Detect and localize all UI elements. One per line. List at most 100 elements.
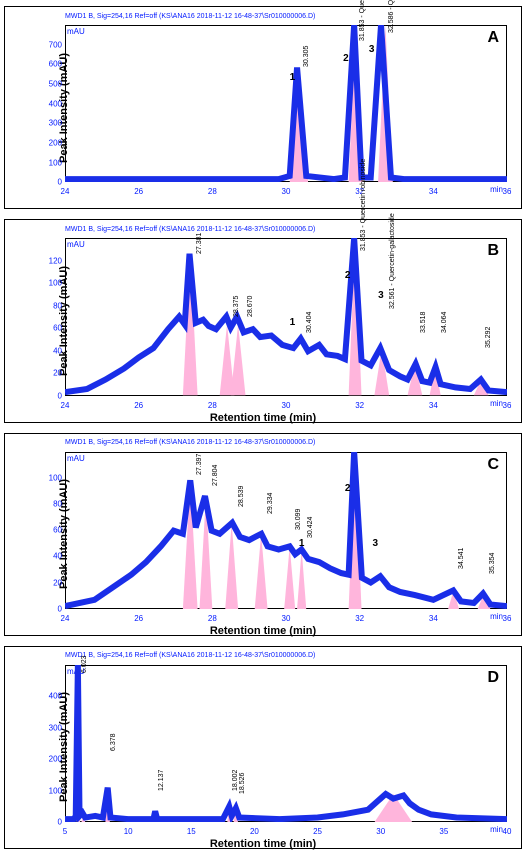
y-tick: 80 xyxy=(53,301,62,310)
x-axis-label: Retention time (min) xyxy=(210,625,316,637)
panel-title: MWD1 B, Sig=254,16 Ref=off (KS\ANA16 201… xyxy=(65,439,315,446)
rt-label: 30.099 xyxy=(295,509,302,530)
y-tick: 600 xyxy=(49,60,62,69)
x-tick: 26 xyxy=(134,401,143,410)
rt-label: 31.853 - Quercetin robinoside xyxy=(360,159,367,251)
x-tick: 24 xyxy=(61,614,70,623)
rt-label: 30.424 xyxy=(307,517,314,538)
peak-id-label: 1 xyxy=(290,72,296,83)
y-tick: 0 xyxy=(58,391,62,400)
rt-label: 30.404 xyxy=(306,311,313,332)
plot-area: 2426283032343602040608010012327.39727.80… xyxy=(65,452,507,609)
x-tick: 30 xyxy=(282,401,291,410)
rt-label: 28.539 xyxy=(238,485,245,506)
panel-D: MWD1 B, Sig=254,16 Ref=off (KS\ANA16 201… xyxy=(4,646,522,849)
x-axis-unit: min xyxy=(490,612,503,621)
y-tick: 120 xyxy=(49,256,62,265)
y-tick: 200 xyxy=(49,138,62,147)
y-tick: 400 xyxy=(49,692,62,701)
peak-id-label: 3 xyxy=(378,290,384,301)
x-tick: 30 xyxy=(282,187,291,196)
rt-label: 34.064 xyxy=(441,311,448,332)
rt-label: 27.381 xyxy=(196,233,203,254)
rt-label: 35.354 xyxy=(489,553,496,574)
x-tick: 5 xyxy=(63,827,67,836)
y-tick: 60 xyxy=(53,324,62,333)
y-tick: 500 xyxy=(49,79,62,88)
rt-label: 32.586 - Quercetin-galactoside xyxy=(388,0,395,33)
x-tick: 34 xyxy=(429,401,438,410)
y-tick: 0 xyxy=(58,604,62,613)
x-tick: 28 xyxy=(208,187,217,196)
rt-label: 27.397 xyxy=(196,454,203,475)
x-tick: 25 xyxy=(313,827,322,836)
y-tick: 20 xyxy=(53,369,62,378)
rt-label: 6.023 xyxy=(81,655,88,673)
y-tick: 40 xyxy=(53,552,62,561)
rt-label: 6.378 xyxy=(110,734,117,752)
peak-id-label: 1 xyxy=(299,538,305,549)
x-tick: 26 xyxy=(134,614,143,623)
plot-area: 2426283032343601002003004005006007001233… xyxy=(65,25,507,182)
rt-label: 31.853 - Quercetin robinoside xyxy=(359,0,366,41)
panel-A: MWD1 B, Sig=254,16 Ref=off (KS\ANA16 201… xyxy=(4,6,522,209)
rt-label: 27.804 xyxy=(212,465,219,486)
plot-area: 51015202530354001002003004006.0236.37812… xyxy=(65,665,507,822)
peak-id-label: 2 xyxy=(343,53,349,64)
rt-label: 32.561 - Quercetin-galactoside xyxy=(389,213,396,309)
rt-label: 12.137 xyxy=(158,769,165,790)
rt-label: 29.334 xyxy=(267,493,274,514)
y-tick: 100 xyxy=(49,279,62,288)
panel-title: MWD1 B, Sig=254,16 Ref=off (KS\ANA16 201… xyxy=(65,226,315,233)
y-tick: 700 xyxy=(49,40,62,49)
peak-id-label: 2 xyxy=(345,270,351,281)
y-tick: 0 xyxy=(58,818,62,827)
x-tick: 40 xyxy=(503,827,512,836)
x-tick: 32 xyxy=(355,614,364,623)
rt-label: 34.541 xyxy=(458,548,465,569)
x-axis-unit: min xyxy=(490,825,503,834)
x-tick: 24 xyxy=(61,401,70,410)
y-tick: 400 xyxy=(49,99,62,108)
panel-B: MWD1 B, Sig=254,16 Ref=off (KS\ANA16 201… xyxy=(4,219,522,422)
x-tick: 36 xyxy=(503,614,512,623)
y-tick: 200 xyxy=(49,755,62,764)
peak-id-label: 1 xyxy=(290,317,296,328)
x-tick: 24 xyxy=(61,187,70,196)
peak-id-label: 3 xyxy=(373,538,379,549)
x-axis-unit: min xyxy=(490,399,503,408)
axes-svg xyxy=(65,665,507,822)
x-tick: 34 xyxy=(429,614,438,623)
x-tick: 35 xyxy=(439,827,448,836)
x-tick: 28 xyxy=(208,401,217,410)
x-tick: 30 xyxy=(282,614,291,623)
x-tick: 32 xyxy=(355,401,364,410)
axes-svg xyxy=(65,452,507,609)
y-tick: 100 xyxy=(49,786,62,795)
rt-label: 28.375 xyxy=(233,295,240,316)
panel-title: MWD1 B, Sig=254,16 Ref=off (KS\ANA16 201… xyxy=(65,652,315,659)
rt-label: 35.292 xyxy=(485,327,492,348)
panel-title: MWD1 B, Sig=254,16 Ref=off (KS\ANA16 201… xyxy=(65,13,315,20)
panel-C: MWD1 B, Sig=254,16 Ref=off (KS\ANA16 201… xyxy=(4,433,522,636)
axes-svg xyxy=(65,25,507,182)
x-tick: 36 xyxy=(503,187,512,196)
rt-label: 18.526 xyxy=(239,772,246,793)
y-tick: 300 xyxy=(49,723,62,732)
y-tick: 40 xyxy=(53,346,62,355)
y-tick: 100 xyxy=(49,158,62,167)
y-tick: 0 xyxy=(58,178,62,187)
x-tick: 20 xyxy=(250,827,259,836)
y-tick: 20 xyxy=(53,578,62,587)
rt-label: 33.518 xyxy=(420,311,427,332)
y-tick: 100 xyxy=(49,473,62,482)
rt-label: 28.670 xyxy=(247,295,254,316)
y-tick: 80 xyxy=(53,499,62,508)
x-axis-label: Retention time (min) xyxy=(210,838,316,850)
plot-area: 2426283032343602040608010012012327.38128… xyxy=(65,238,507,395)
x-tick: 36 xyxy=(503,401,512,410)
x-tick: 26 xyxy=(134,187,143,196)
x-tick: 28 xyxy=(208,614,217,623)
x-tick: 15 xyxy=(187,827,196,836)
x-axis-label: Retention time (min) xyxy=(210,412,316,424)
